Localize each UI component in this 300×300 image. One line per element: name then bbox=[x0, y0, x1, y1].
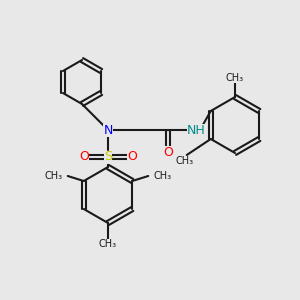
Text: NH: NH bbox=[187, 124, 206, 136]
Text: O: O bbox=[127, 151, 137, 164]
Text: CH₃: CH₃ bbox=[176, 156, 194, 166]
Text: CH₃: CH₃ bbox=[99, 239, 117, 249]
Text: CH₃: CH₃ bbox=[153, 171, 171, 181]
Text: CH₃: CH₃ bbox=[226, 73, 244, 83]
Text: S: S bbox=[104, 151, 112, 164]
Text: CH₃: CH₃ bbox=[45, 171, 63, 181]
Text: N: N bbox=[103, 124, 113, 136]
Text: O: O bbox=[79, 151, 89, 164]
Text: O: O bbox=[163, 146, 173, 158]
